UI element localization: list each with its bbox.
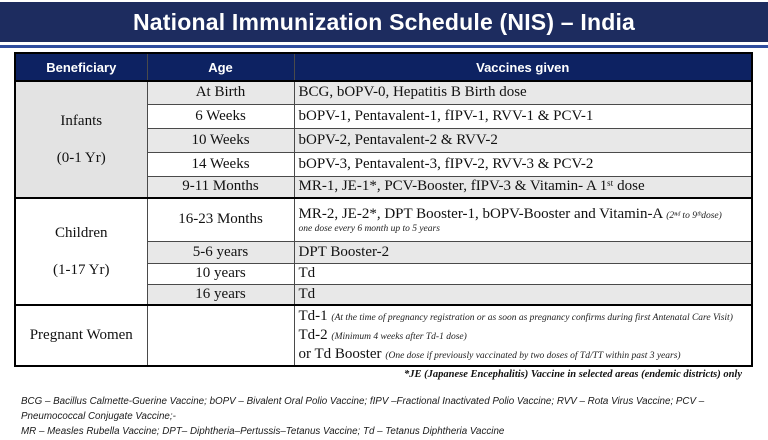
vaccines-cell: bOPV-2, Pentavalent-2 & RVV-2 (293, 127, 753, 153)
header-beneficiary: Beneficiary (14, 52, 148, 82)
age-cell: 10 Weeks (146, 127, 295, 153)
vaccines-cell: Td-1 (At the time of pregnancy registrat… (293, 304, 753, 367)
td1-note: (At the time of pregnancy registration o… (331, 312, 733, 323)
table-row: Children (1-17 Yr) 16-23 Months MR-2, JE… (14, 197, 753, 306)
beneficiary-name: Pregnant Women (29, 327, 133, 344)
td2-label: Td-2 (298, 326, 328, 343)
vaccines-note-line2: one dose every 6 month up to 5 years (298, 223, 440, 234)
td1-label: Td-1 (298, 307, 328, 324)
beneficiary-cell-infants: Infants (0-1 Yr) (14, 80, 148, 199)
age-cell: 16 years (146, 283, 295, 306)
table-row: 10 Weeks bOPV-2, Pentavalent-2 & RVV-2 (15, 127, 753, 153)
title-underline-rule (0, 45, 768, 48)
age-cell (146, 304, 295, 367)
vaccines-cell: Td (293, 262, 753, 285)
table-row: 5-6 years DPT Booster-2 (15, 240, 753, 264)
beneficiary-age-range: (1-17 Yr) (52, 261, 110, 278)
td1-line: Td-1 (At the time of pregnancy registrat… (299, 307, 748, 326)
table-row: 14 Weeks bOPV-3, Pentavalent-3, fIPV-2, … (15, 151, 753, 177)
page-title: National Immunization Schedule (NIS) – I… (132, 8, 636, 35)
table-row: 10 years Td (15, 262, 753, 285)
vaccines-cell: MR-2, JE-2*, DPT Booster-1, bOPV-Booster… (293, 197, 753, 242)
td2-line: Td-2 (Minimum 4 weeks after Td-1 dose) (299, 326, 748, 345)
age-cell: 16-23 Months (146, 197, 295, 242)
table-header-row: Beneficiary Age Vaccines given (14, 52, 753, 82)
age-cell: 6 Weeks (146, 103, 295, 129)
abbreviations-line-1: BCG – Bacillus Calmette-Guerine Vaccine;… (21, 396, 705, 423)
header-age: Age (146, 52, 295, 82)
table-row: 6 Weeks bOPV-1, Pentavalent-1, fIPV-1, R… (15, 103, 753, 129)
beneficiary-cell-pregnant-women: Pregnant Women (14, 304, 148, 367)
vaccines-main-text: MR-2, JE-2*, DPT Booster-1, bOPV-Booster… (298, 205, 663, 222)
vaccines-cell: Td (293, 283, 753, 306)
header-vaccines: Vaccines given (293, 52, 753, 82)
td-booster-line: or Td Booster (One dose if previously va… (299, 345, 748, 364)
vaccines-cell: DPT Booster-2 (293, 240, 753, 264)
abbreviations-line-2: MR – Measles Rubella Vaccine; DPT– Dipht… (21, 426, 505, 438)
td2-note: (Minimum 4 weeks after Td-1 dose) (331, 331, 467, 342)
je-footnote: *JE (Japanese Encephalitis) Vaccine in s… (403, 369, 742, 380)
age-cell: 14 Weeks (146, 151, 295, 177)
immunization-schedule-table: Beneficiary Age Vaccines given Infants (… (14, 52, 753, 367)
table-row: 16 years Td (15, 283, 753, 306)
vaccines-cell: bOPV-1, Pentavalent-1, fIPV-1, RVV-1 & P… (293, 103, 753, 129)
age-cell: 10 years (146, 262, 295, 285)
title-banner: National Immunization Schedule (NIS) – I… (0, 2, 768, 42)
vaccines-cell: MR-1, JE-1*, PCV-Booster, fIPV-3 & Vitam… (293, 175, 753, 199)
table-row: Pregnant Women Td-1 (At the time of preg… (14, 304, 753, 367)
beneficiary-name: Infants (60, 113, 103, 129)
vaccines-cell: bOPV-3, Pentavalent-3, fIPV-2, RVV-3 & P… (293, 151, 753, 177)
td-booster-label: or Td Booster (298, 346, 382, 363)
table-row: 9-11 Months MR-1, JE-1*, PCV-Booster, fI… (15, 175, 753, 199)
vaccines-inline-note: (2ⁿᵈ to 9ᵗʰdose) (666, 210, 722, 221)
abbreviations-block: BCG – Bacillus Calmette-Guerine Vaccine;… (21, 394, 761, 440)
age-cell: At Birth (146, 80, 295, 105)
beneficiary-age-range: (0-1 Yr) (56, 149, 106, 166)
age-cell: 5-6 years (146, 240, 295, 264)
td-booster-note: (One dose if previously vaccinated by tw… (385, 351, 681, 362)
table-row: Infants (0-1 Yr) At Birth BCG, bOPV-0, H… (14, 80, 753, 199)
age-cell: 9-11 Months (146, 175, 295, 199)
vaccines-cell: BCG, bOPV-0, Hepatitis B Birth dose (293, 80, 753, 105)
beneficiary-cell-children: Children (1-17 Yr) (14, 197, 148, 306)
beneficiary-name: Children (55, 225, 108, 241)
